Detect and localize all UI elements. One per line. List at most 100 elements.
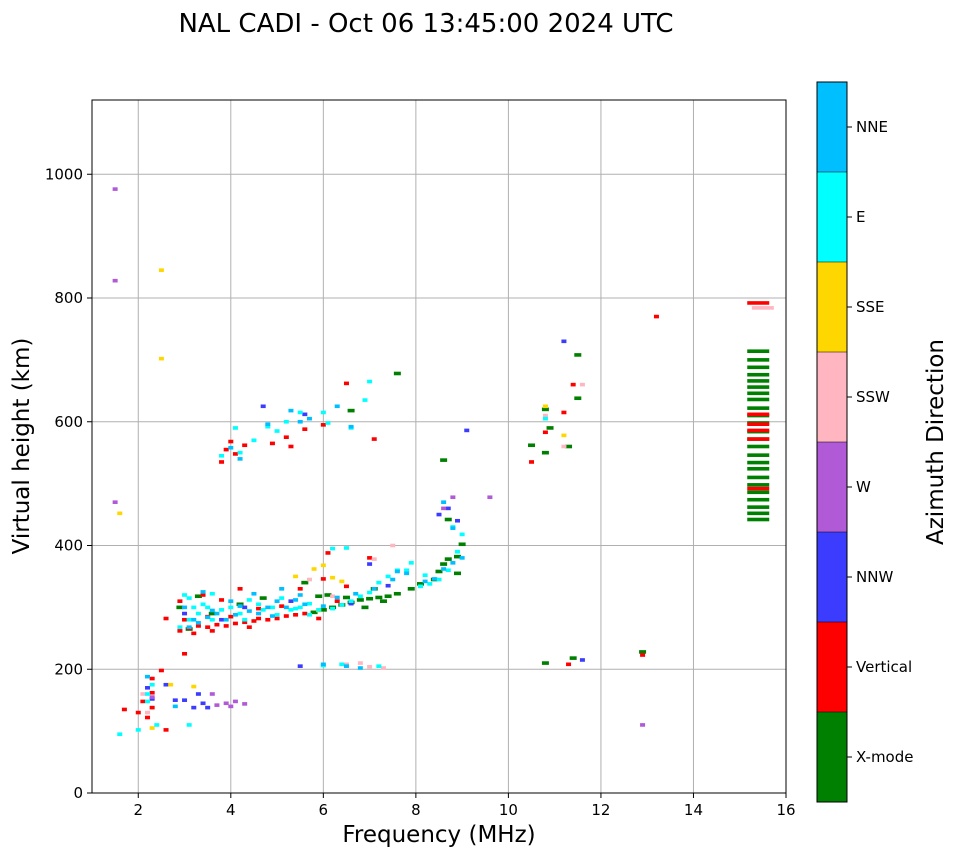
data-point	[390, 543, 396, 548]
data-point	[390, 577, 396, 582]
y-tick-label: 600	[54, 413, 83, 431]
y-axis-label: Virtual height (km)	[9, 338, 35, 555]
data-point	[209, 692, 215, 696]
data-point	[306, 577, 312, 582]
data-point	[293, 606, 299, 611]
data-point	[561, 444, 567, 449]
data-point	[316, 616, 322, 621]
colorbar-segment	[817, 622, 847, 712]
data-point	[330, 594, 336, 599]
data-point	[565, 444, 573, 449]
data-point	[454, 554, 462, 559]
data-point	[191, 605, 197, 610]
colorbar: X-mode Vertical NNW W SSW SSE E NNE	[816, 81, 913, 803]
data-point	[149, 695, 155, 699]
colorbar-tick-label: Vertical	[856, 658, 912, 676]
data-point	[455, 549, 461, 554]
data-point	[279, 604, 285, 608]
data-point	[228, 445, 234, 450]
data-point	[376, 580, 382, 585]
x-tick-label: 14	[684, 801, 703, 819]
data-point	[357, 661, 363, 665]
data-point	[343, 662, 349, 667]
data-point	[149, 682, 155, 687]
data-point	[121, 707, 127, 712]
data-point	[528, 443, 536, 448]
data-point	[149, 676, 155, 681]
data-point	[283, 419, 289, 424]
data-point	[297, 664, 303, 668]
data-point	[450, 495, 456, 500]
data-point	[445, 568, 451, 573]
data-point	[154, 723, 160, 727]
data-point	[237, 604, 243, 608]
colorbar-label: Azimuth Direction	[923, 339, 949, 545]
data-point	[444, 517, 452, 522]
data-point	[747, 444, 770, 449]
data-point	[330, 606, 336, 611]
x-tick-label: 6	[319, 801, 329, 819]
data-point	[195, 692, 201, 696]
data-point	[747, 349, 770, 354]
data-point	[251, 438, 257, 443]
data-point	[747, 397, 770, 402]
data-point	[561, 339, 567, 344]
data-point	[140, 699, 146, 704]
x-tick-label: 8	[411, 801, 421, 819]
data-point	[168, 682, 174, 687]
data-point	[747, 437, 770, 441]
data-point	[214, 703, 220, 707]
y-tick-label: 800	[54, 289, 83, 307]
data-point	[265, 605, 271, 610]
data-point	[256, 611, 262, 616]
data-point	[367, 556, 373, 560]
data-point	[228, 439, 234, 444]
data-point	[186, 723, 192, 727]
data-point	[237, 611, 243, 616]
data-point	[324, 593, 332, 597]
data-point	[375, 595, 383, 600]
data-point	[747, 301, 770, 305]
data-point	[209, 591, 215, 596]
data-point	[320, 410, 326, 415]
data-point	[145, 715, 151, 720]
data-point	[334, 599, 340, 603]
data-point	[194, 594, 202, 599]
data-point	[542, 413, 548, 418]
data-point	[450, 561, 456, 565]
data-point	[315, 594, 323, 599]
data-point	[269, 614, 275, 618]
data-point	[145, 699, 151, 704]
data-point	[343, 664, 349, 668]
data-point	[436, 512, 442, 517]
data-point	[747, 372, 770, 377]
data-point	[371, 437, 377, 441]
data-point	[747, 505, 770, 509]
data-point	[256, 616, 262, 621]
data-point	[747, 358, 770, 362]
data-point	[362, 398, 368, 402]
colorbar-tick-label: W	[856, 478, 871, 496]
data-point	[334, 595, 340, 600]
data-point	[200, 590, 206, 594]
plot-area	[91, 99, 787, 794]
data-point	[316, 608, 322, 612]
data-point	[306, 613, 312, 617]
data-point	[487, 495, 493, 500]
data-point	[214, 611, 220, 616]
data-point	[297, 419, 303, 424]
data-point	[320, 577, 326, 581]
data-point	[301, 580, 309, 585]
data-point	[561, 433, 567, 438]
data-point	[320, 604, 326, 608]
data-point	[140, 692, 146, 696]
data-point	[200, 602, 206, 607]
colorbar-segment	[817, 712, 847, 802]
data-point	[574, 353, 582, 357]
data-point	[182, 651, 188, 656]
data-point	[747, 365, 770, 370]
data-point	[747, 486, 770, 491]
series-nne	[145, 404, 465, 709]
colorbar-tick-label: X-mode	[856, 748, 913, 766]
data-point	[242, 617, 248, 622]
